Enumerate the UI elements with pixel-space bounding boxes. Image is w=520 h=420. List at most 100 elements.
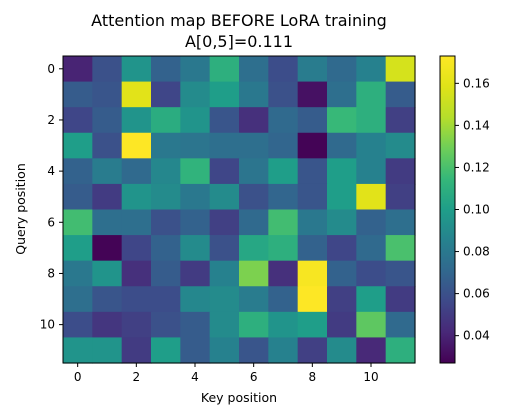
heatmap-cell: [385, 56, 416, 83]
heatmap-cell: [63, 132, 93, 159]
heatmap-cell: [239, 286, 269, 313]
heatmap-cell: [356, 158, 387, 185]
heatmap-cell: [151, 158, 181, 185]
heatmap-cell: [151, 260, 181, 287]
y-axis-label: Query position: [13, 163, 28, 254]
heatmap-cell: [327, 158, 357, 185]
heatmap-cell: [356, 107, 387, 134]
heatmap-cell: [180, 235, 211, 262]
heatmap-cell: [209, 311, 240, 339]
heatmap-cell: [180, 183, 211, 211]
x-tick-label: 2: [133, 370, 141, 384]
heatmap-cell: [327, 311, 357, 339]
heatmap-cell: [297, 209, 328, 236]
x-axis-label: Key position: [201, 390, 277, 405]
heatmap-cell: [268, 311, 299, 339]
colorbar-tick-label: 0.16: [463, 76, 490, 90]
heatmap-cell: [239, 158, 269, 185]
heatmap-cell: [297, 158, 328, 185]
heatmap-cell: [385, 183, 416, 211]
heatmap-cell: [239, 183, 269, 211]
heatmap-cell: [209, 107, 240, 134]
heatmap-cell: [268, 260, 299, 287]
heatmap-cell: [239, 209, 269, 236]
heatmap-cell: [239, 337, 269, 364]
heatmap-cell: [180, 56, 211, 83]
heatmap-cell: [356, 183, 387, 211]
heatmap-cell: [92, 209, 123, 236]
heatmap-cell: [63, 260, 93, 287]
heatmap-cell: [121, 132, 152, 159]
colorbar-tick-label: 0.14: [463, 118, 490, 132]
heatmap-cell: [151, 209, 181, 236]
heatmap-cell: [121, 337, 152, 364]
heatmap-cell: [327, 107, 357, 134]
heatmap-cell: [209, 183, 240, 211]
heatmap-cell: [327, 183, 357, 211]
heatmap-cell: [356, 286, 387, 313]
heatmap-cell: [268, 107, 299, 134]
heatmap-cell: [92, 132, 123, 159]
heatmap-cell: [327, 56, 357, 83]
heatmap-cell: [63, 286, 93, 313]
heatmap-cell: [63, 311, 93, 339]
heatmap-cell: [239, 260, 269, 287]
heatmap-cell: [151, 183, 181, 211]
heatmap-cell: [121, 107, 152, 134]
heatmap-cell: [209, 158, 240, 185]
heatmap-cell: [121, 158, 152, 185]
heatmap-cell: [385, 132, 416, 159]
heatmap-cell: [268, 183, 299, 211]
heatmap-cell: [356, 209, 387, 236]
heatmap-cell: [180, 337, 211, 364]
colorbar-tick-label: 0.08: [463, 245, 490, 259]
heatmap-cell: [92, 337, 123, 364]
heatmap-cell: [385, 286, 416, 313]
heatmap-cell: [180, 260, 211, 287]
heatmap-cell: [151, 107, 181, 134]
heatmap-cell: [268, 81, 299, 108]
heatmap-cell: [121, 235, 152, 262]
x-tick-label: 0: [74, 370, 82, 384]
heatmap-cell: [268, 132, 299, 159]
heatmap-cell: [385, 311, 416, 339]
heatmap-cell: [209, 337, 240, 364]
heatmap-cell: [92, 81, 123, 108]
heatmap-cell: [268, 337, 299, 364]
heatmap-cell: [180, 132, 211, 159]
heatmap-cell: [268, 286, 299, 313]
chart-title-line1: Attention map BEFORE LoRA training: [91, 11, 387, 30]
heatmap-cell: [297, 81, 328, 108]
heatmap-cell: [385, 337, 416, 364]
heatmap-cell: [151, 337, 181, 364]
y-tick-label: 10: [40, 318, 55, 332]
x-tick-label: 10: [363, 370, 378, 384]
heatmap-cell: [121, 311, 152, 339]
heatmap-cell: [63, 81, 93, 108]
colorbar-tick-label: 0.06: [463, 287, 490, 301]
heatmap-cell: [209, 56, 240, 83]
heatmap-cell: [297, 260, 328, 287]
colorbar-tick-label: 0.04: [463, 329, 490, 343]
heatmap-cell: [209, 81, 240, 108]
heatmap-cell: [63, 235, 93, 262]
heatmap-cell: [297, 183, 328, 211]
heatmap-cell: [151, 311, 181, 339]
heatmap-cell: [180, 209, 211, 236]
heatmap-cell: [151, 132, 181, 159]
heatmap-cell: [63, 107, 93, 134]
heatmap-cell: [63, 337, 93, 364]
heatmap-cell: [327, 81, 357, 108]
heatmap-cell: [385, 260, 416, 287]
heatmap-cell: [63, 56, 93, 83]
heatmap-cell: [385, 209, 416, 236]
y-tick-label: 4: [47, 164, 55, 178]
heatmap-cell: [92, 183, 123, 211]
heatmap-cell: [327, 260, 357, 287]
heatmap-cell: [297, 235, 328, 262]
heatmap-cell: [268, 209, 299, 236]
plot-frame: [62, 55, 416, 364]
heatmap-cell: [327, 286, 357, 313]
x-axis-ticks: 0 2 4 6 8 10: [74, 363, 379, 384]
